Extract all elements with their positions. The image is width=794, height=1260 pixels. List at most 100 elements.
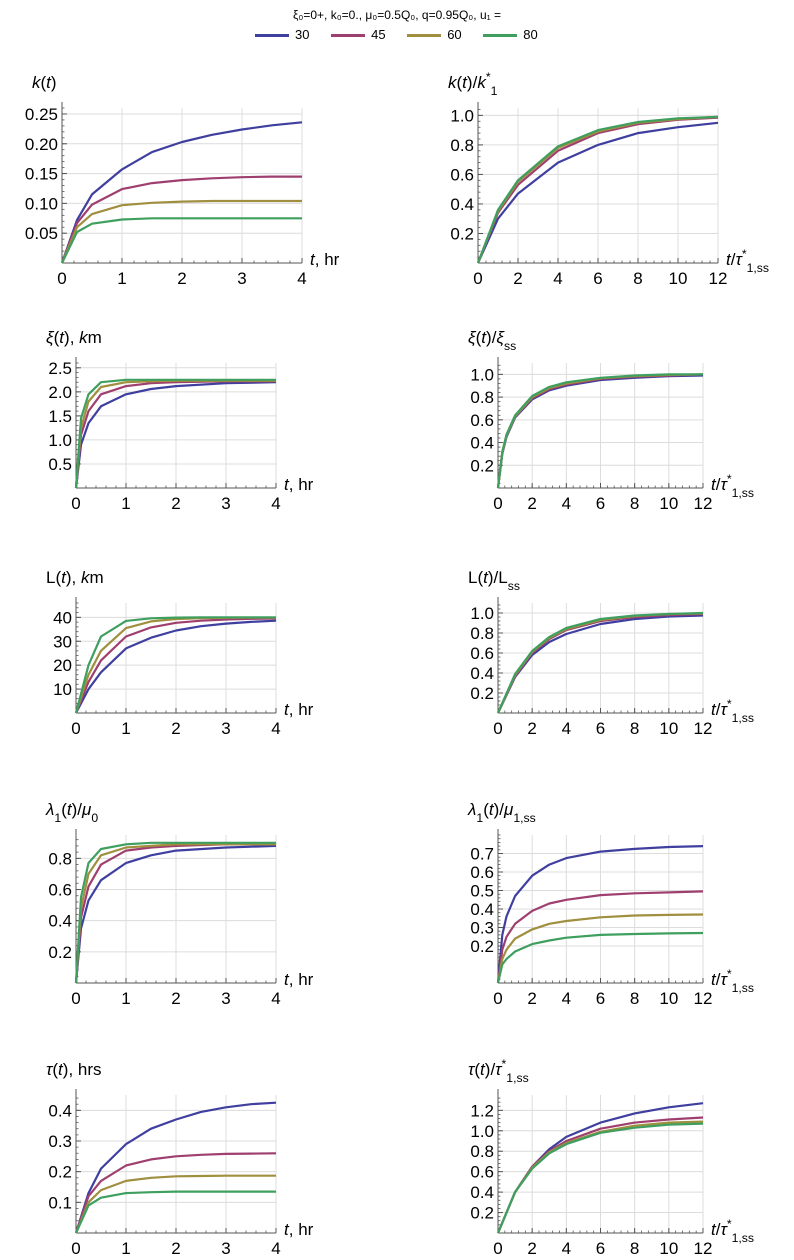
y-tick-label: 2.0 bbox=[48, 383, 72, 402]
series-line-30 bbox=[74, 1101, 277, 1234]
y-tick-label: 1.0 bbox=[470, 604, 494, 623]
x-axis-label: t, hr bbox=[284, 475, 314, 494]
y-tick-label: 0.4 bbox=[470, 900, 494, 919]
y-tick-label: 0.7 bbox=[470, 845, 494, 864]
x-tick-label: 2 bbox=[171, 494, 180, 513]
x-axis-label: t/τ*1,ss bbox=[711, 967, 754, 995]
legend-item-60: 60 bbox=[407, 27, 462, 42]
x-tick-label: 0 bbox=[473, 269, 482, 288]
x-tick-label: 1 bbox=[117, 269, 126, 288]
x-tick-label: 4 bbox=[297, 269, 306, 288]
chart-title: ξ(t), km bbox=[46, 328, 102, 347]
x-tick-label: 4 bbox=[271, 719, 280, 738]
x-tick-label: 2 bbox=[171, 1239, 180, 1258]
series-line-80 bbox=[496, 931, 704, 984]
x-tick-label: 4 bbox=[562, 1239, 571, 1258]
x-tick-label: 6 bbox=[596, 719, 605, 738]
series-line-45 bbox=[74, 1152, 277, 1234]
x-tick-label: 6 bbox=[593, 269, 602, 288]
y-tick-label: 0.3 bbox=[470, 919, 494, 938]
y-tick-label: 0.6 bbox=[470, 411, 494, 430]
series-line-30 bbox=[74, 844, 277, 984]
legend-label-45: 45 bbox=[371, 27, 386, 42]
legend-item-30: 30 bbox=[255, 27, 309, 42]
y-tick-label: 0.15 bbox=[25, 165, 58, 184]
parameter-line: ξ₀=0+, k₀=0., μ₀=0.5Q₀, q=0.95Q₀, u₁ = bbox=[292, 8, 502, 22]
chart-10: 0 2 4 6 8 10 12 0.2 0.40.6 0.81.0 1.2 τ(t)/τ*1,ss t/… bbox=[468, 1057, 754, 1258]
chart-title: τ(t), hrs bbox=[46, 1060, 102, 1079]
x-tick-label: 2 bbox=[527, 494, 536, 513]
y-tick-label: 0.2 bbox=[470, 1204, 494, 1223]
y-tick-label: 20 bbox=[53, 656, 72, 675]
series-line-60 bbox=[60, 199, 302, 264]
y-tick-label: 1.0 bbox=[470, 365, 494, 384]
y-tick-label: 0.6 bbox=[470, 863, 494, 882]
x-tick-label: 4 bbox=[562, 989, 571, 1008]
series-line-80 bbox=[476, 115, 719, 264]
legend-label-30: 30 bbox=[295, 27, 310, 42]
y-tick-label: 0.2 bbox=[470, 937, 494, 956]
x-tick-label: 3 bbox=[237, 269, 246, 288]
x-axis-label: t, hr bbox=[284, 1220, 314, 1239]
y-tick-label: 0.4 bbox=[470, 664, 494, 683]
y-tick-label: 0.2 bbox=[450, 224, 474, 243]
y-tick-label: 0.4 bbox=[470, 1183, 494, 1202]
series-line-80 bbox=[496, 373, 703, 489]
legend-swatch-80 bbox=[483, 34, 518, 38]
y-tick-label: 0.8 bbox=[470, 1142, 494, 1161]
x-tick-label: 12 bbox=[694, 719, 713, 738]
y-tick-label: 0.05 bbox=[25, 224, 58, 243]
x-tick-label: 12 bbox=[694, 989, 713, 1008]
y-tick-label: 0.8 bbox=[470, 624, 494, 643]
x-tick-label: 2 bbox=[527, 1239, 536, 1258]
x-tick-label: 0 bbox=[71, 1239, 80, 1258]
x-tick-label: 4 bbox=[271, 989, 280, 1008]
x-tick-label: 8 bbox=[630, 719, 639, 738]
series-line-60 bbox=[74, 1174, 276, 1234]
x-tick-label: 0 bbox=[493, 1239, 502, 1258]
x-tick-label: 4 bbox=[562, 494, 571, 513]
series-line-30 bbox=[75, 619, 277, 714]
x-tick-label: 2 bbox=[177, 269, 186, 288]
y-tick-label: 0.4 bbox=[48, 912, 72, 931]
x-tick-label: 1 bbox=[121, 1239, 130, 1258]
x-tick-label: 2 bbox=[527, 719, 536, 738]
series-line-80 bbox=[74, 378, 276, 489]
y-tick-label: 10 bbox=[53, 680, 72, 699]
legend-item-80: 80 bbox=[483, 27, 538, 42]
y-tick-label: 1.5 bbox=[48, 407, 72, 426]
y-tick-label: 0.20 bbox=[25, 135, 58, 154]
x-tick-label: 4 bbox=[553, 269, 562, 288]
chart-1: 0 1 2 3 4 0.05 0.10 0.15 0.20 0.25 k(t) t, hr bbox=[25, 73, 340, 288]
y-tick-label: 1.0 bbox=[48, 431, 72, 450]
x-axis-label: t/τ*1,ss bbox=[711, 697, 754, 725]
chart-title: k(t) bbox=[32, 73, 57, 92]
series-line-80 bbox=[74, 841, 276, 984]
chart-title: L(t), km bbox=[46, 568, 104, 587]
x-tick-label: 12 bbox=[709, 269, 728, 288]
x-tick-label: 2 bbox=[513, 269, 522, 288]
chart-3: 0 1 2 3 4 0.5 1.0 1.5 2.0 2.5 ξ(t), km t, hr bbox=[46, 328, 314, 513]
y-tick-label: 0.2 bbox=[470, 456, 494, 475]
series-line-30 bbox=[74, 381, 277, 489]
chart-title: ξ(t)/ξss bbox=[468, 328, 516, 353]
series-line-30 bbox=[60, 121, 303, 264]
x-tick-label: 1 bbox=[121, 719, 130, 738]
x-tick-label: 12 bbox=[694, 1239, 713, 1258]
y-tick-label: 0.2 bbox=[48, 943, 72, 962]
x-tick-label: 4 bbox=[271, 1239, 280, 1258]
legend-label-80: 80 bbox=[523, 27, 538, 42]
y-tick-label: 0.2 bbox=[470, 684, 494, 703]
series-line-80 bbox=[61, 217, 302, 264]
chart-4: 0 2 4 6 8 10 12 0.2 0.4 0.6 0.8 1.0 ξ(t)/ξss t/τ*1,ss bbox=[468, 328, 754, 513]
series-line-80 bbox=[74, 1190, 276, 1234]
x-tick-label: 3 bbox=[221, 719, 230, 738]
x-tick-label: 10 bbox=[659, 494, 678, 513]
series-line-30 bbox=[476, 121, 719, 264]
x-tick-label: 1 bbox=[121, 989, 130, 1008]
y-tick-label: 0.6 bbox=[48, 881, 72, 900]
x-axis-label: t, hr bbox=[284, 700, 314, 719]
x-axis-label: t, hr bbox=[284, 970, 314, 989]
x-tick-label: 0 bbox=[493, 989, 502, 1008]
